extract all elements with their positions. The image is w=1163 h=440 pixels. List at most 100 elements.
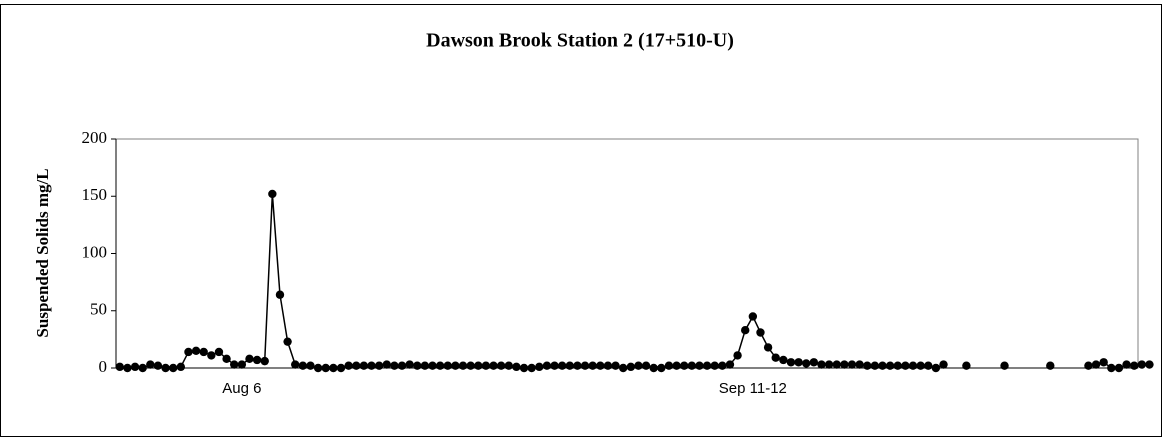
y-tick-label: 100: [82, 242, 108, 261]
data-point: [885, 361, 895, 370]
data-point: [939, 360, 948, 369]
data-point: [268, 189, 277, 199]
data-point: [634, 361, 643, 370]
data-point: [214, 347, 224, 357]
data-point: [733, 351, 742, 360]
data-point: [138, 363, 147, 373]
data-point: [321, 363, 330, 373]
data-point: [115, 362, 125, 372]
data-point: [557, 361, 567, 370]
data-point: [466, 361, 475, 370]
data-point: [1129, 361, 1139, 370]
data-point: [390, 361, 399, 370]
data-point: [191, 346, 201, 356]
data-point: [817, 360, 826, 369]
data-point: [664, 361, 674, 370]
data-point: [222, 354, 231, 364]
y-axis-label: Suspended Solids mg/L: [33, 168, 52, 337]
data-point: [458, 361, 468, 370]
data-point: [924, 361, 933, 370]
data-point: [161, 363, 170, 373]
data-point: [176, 362, 186, 372]
data-point: [527, 363, 536, 373]
data-point: [1084, 361, 1093, 370]
data-point: [802, 359, 811, 368]
data-point: [481, 361, 491, 370]
data-point: [702, 361, 712, 370]
data-point: [794, 358, 803, 367]
data-point: [718, 361, 727, 370]
data-point: [496, 361, 506, 370]
data-point: [573, 361, 582, 370]
data-point: [1000, 361, 1009, 370]
data-point: [512, 362, 521, 372]
data-point: [352, 361, 361, 370]
data-point: [962, 361, 971, 370]
data-point: [1091, 360, 1101, 369]
data-point: [649, 363, 658, 373]
data-point: [474, 361, 483, 370]
data-point: [741, 326, 750, 335]
data-point: [756, 328, 765, 337]
data-point: [184, 347, 193, 357]
data-point: [618, 363, 628, 373]
chart-title: Dawson Brook Station 2 (17+510-U): [426, 30, 734, 52]
data-point: [611, 361, 620, 370]
data-point: [275, 290, 285, 299]
data-point: [405, 360, 414, 369]
y-tick-label: 0: [99, 357, 108, 376]
data-point: [535, 362, 544, 372]
y-tick-label: 200: [82, 128, 108, 147]
data-point: [367, 361, 376, 370]
data-point: [596, 361, 605, 370]
data-point: [786, 358, 796, 367]
data-point: [657, 363, 666, 373]
data-point: [207, 351, 216, 360]
data-point: [435, 361, 445, 370]
data-point: [641, 361, 651, 370]
data-point: [306, 361, 315, 370]
data-point: [489, 361, 498, 370]
data-point: [893, 361, 902, 370]
data-point: [855, 360, 864, 369]
data-point: [146, 360, 155, 369]
y-tick-label: 150: [82, 185, 108, 204]
data-point: [153, 361, 163, 370]
data-point: [344, 361, 353, 370]
data-point: [863, 361, 872, 370]
data-point: [580, 361, 590, 370]
data-point: [809, 358, 819, 367]
data-point: [291, 360, 300, 369]
data-point: [725, 360, 735, 369]
data-point: [420, 361, 430, 370]
data-point: [382, 360, 391, 369]
data-point: [504, 361, 513, 370]
data-point: [870, 361, 880, 370]
data-point: [565, 361, 574, 370]
data-point: [840, 360, 849, 369]
data-point: [1099, 358, 1108, 367]
data-point: [710, 361, 719, 370]
data-point: [1046, 361, 1055, 370]
data-point: [336, 363, 346, 373]
data-point: [451, 361, 460, 370]
data-point: [413, 361, 422, 370]
data-point: [680, 361, 689, 370]
data-point: [1114, 363, 1124, 373]
data-point: [824, 360, 834, 369]
y-tick-label: 50: [90, 300, 107, 319]
data-point: [771, 353, 780, 362]
data-point: [779, 355, 788, 365]
data-point: [374, 361, 384, 370]
data-point: [763, 343, 773, 352]
data-point: [298, 361, 308, 370]
data-point: [359, 361, 369, 370]
data-point: [428, 361, 437, 370]
data-point: [199, 347, 208, 357]
data-point: [603, 361, 613, 370]
x-tick-label: Aug 6: [222, 380, 261, 397]
data-point: [123, 363, 132, 373]
data-point: [397, 361, 407, 370]
data-point: [1145, 360, 1154, 369]
